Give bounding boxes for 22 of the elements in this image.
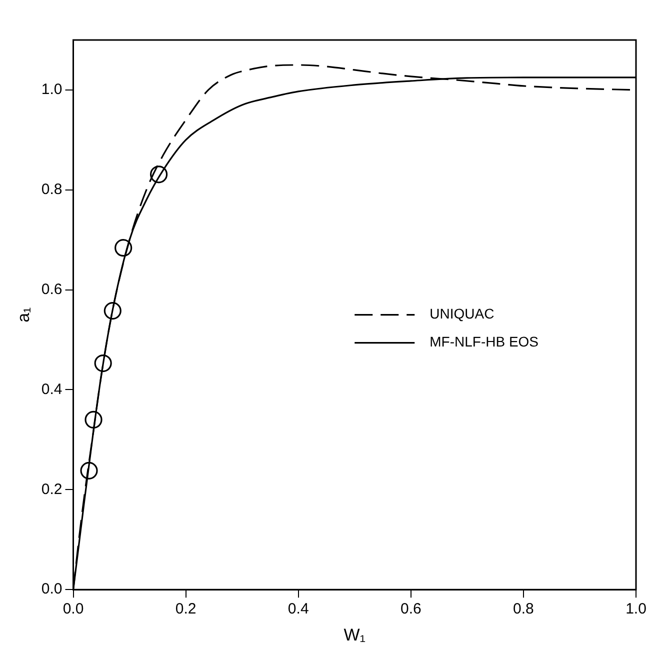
y-tick-label: 0.2 xyxy=(41,480,62,498)
legend-label: MF-NLF-HB EOS xyxy=(430,334,539,350)
x-tick-label: 1.0 xyxy=(626,600,646,618)
x-tick-label: 0.2 xyxy=(175,600,196,618)
y-tick-label: 0.8 xyxy=(41,181,62,198)
y-tick-label: 0.4 xyxy=(41,380,62,398)
y-tick-label: 0.0 xyxy=(41,580,62,598)
point xyxy=(114,239,132,257)
y-axis-title: a₁ xyxy=(14,306,33,322)
x-tick-label: 0.6 xyxy=(400,600,422,618)
x-tick-label: 0.4 xyxy=(288,600,309,618)
x-tick-label: 0.0 xyxy=(62,600,84,618)
point xyxy=(84,410,102,429)
point xyxy=(104,302,122,320)
y-tick-label: 0.6 xyxy=(41,280,62,298)
point xyxy=(94,354,112,372)
x-tick-label: 0.8 xyxy=(513,600,534,618)
x-axis-title: W₁ xyxy=(344,625,366,644)
point xyxy=(80,462,98,480)
point xyxy=(150,166,168,184)
legend-label: UNIQUAC xyxy=(430,306,494,322)
y-tick-label: 1.0 xyxy=(41,81,62,98)
